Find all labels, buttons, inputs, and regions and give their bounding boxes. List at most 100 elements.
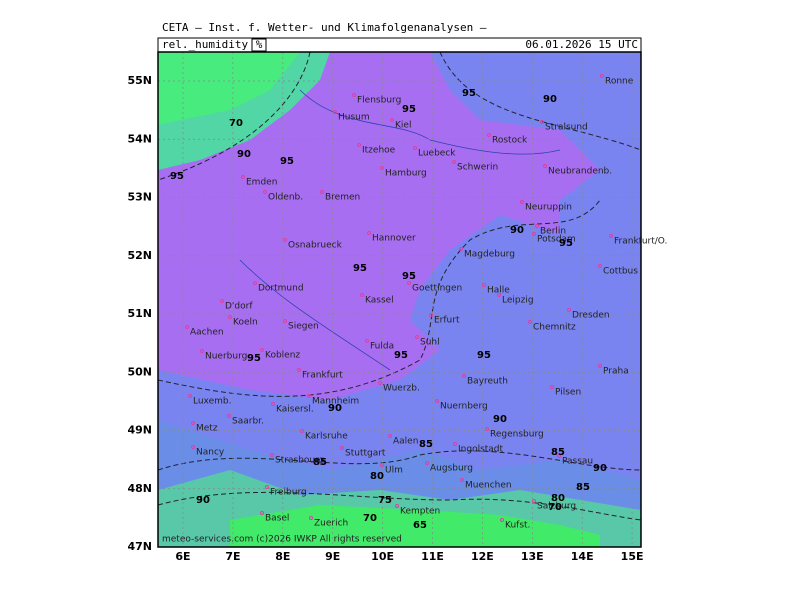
city-label: Ingolstadt (458, 445, 504, 455)
contour-label: 95 (247, 353, 261, 364)
city-label: Praha (603, 367, 629, 377)
city-dot (497, 293, 501, 297)
contour-label: 70 (363, 513, 377, 524)
city-dot (365, 339, 369, 343)
city-dot (309, 516, 313, 520)
city-label: Strasbourg (275, 456, 324, 466)
city-label: Husum (338, 113, 370, 123)
city-label: Neuruppin (525, 203, 572, 213)
city-label: Nuernberg (440, 402, 488, 412)
city-label: Berlin (540, 227, 566, 237)
city-dot (535, 224, 539, 228)
contour-label: 95 (559, 238, 573, 249)
city-dot (191, 421, 195, 425)
contour-label: 95 (170, 171, 184, 182)
city-label: Saarbr. (232, 417, 264, 427)
city-dot (532, 499, 536, 503)
city-label: Pilsen (555, 388, 581, 398)
city-label: Kaisersl. (276, 405, 314, 415)
city-label: Koblenz (265, 351, 300, 361)
city-label: Passau (562, 457, 593, 467)
city-label: Suhl (420, 338, 440, 348)
city-dot (482, 283, 486, 287)
footer: meteo-services.com (c)2026 IWKP All righ… (162, 535, 402, 545)
city-dot (188, 394, 192, 398)
city-dot (550, 385, 554, 389)
city-label: Itzehoe (362, 146, 396, 156)
lon-tick-label: 14E (571, 550, 594, 563)
map-field (158, 52, 641, 547)
field-green-south (230, 505, 600, 547)
lat-tick-label: 52N (127, 249, 152, 262)
contour-label: 95 (280, 156, 294, 167)
city-label: D'dorf (225, 302, 253, 312)
city-dot (500, 518, 504, 522)
city-dot (567, 308, 571, 312)
city-label: Wuerzb. (383, 384, 420, 394)
city-dot (357, 143, 361, 147)
city-label: Stralsund (545, 123, 588, 133)
city-dot (320, 190, 324, 194)
city-label: Bremen (325, 193, 360, 203)
contour-label: 80 (370, 471, 384, 482)
city-dot (265, 485, 269, 489)
city-dot (557, 454, 561, 458)
city-dot (609, 234, 613, 238)
city-label: Rostock (492, 136, 528, 146)
city-label: Metz (196, 424, 218, 434)
contour-label: 90 (510, 225, 524, 236)
city-dot (263, 190, 267, 194)
city-dot (283, 238, 287, 242)
contour-label: 70 (229, 118, 243, 129)
lat-tick-label: 55N (127, 74, 152, 87)
field-name: rel._humidity (162, 38, 248, 51)
city-dot (459, 247, 463, 251)
city-dot (200, 349, 204, 353)
contour-label: 65 (413, 520, 427, 531)
city-label: Kassel (365, 296, 394, 306)
city-label: Emden (246, 178, 277, 188)
city-dot (453, 442, 457, 446)
city-dot (452, 160, 456, 164)
city-dot (485, 427, 489, 431)
field-green (158, 52, 300, 125)
unit: % (256, 38, 263, 51)
city-dot (352, 93, 356, 97)
city-dot (271, 402, 275, 406)
city-label: Stuttgart (345, 449, 386, 459)
city-dot (297, 368, 301, 372)
lon-tick-label: 12E (471, 550, 494, 563)
city-label: Osnabrueck (288, 241, 343, 251)
coastline-border (239, 89, 561, 371)
city-label: Halle (487, 286, 510, 296)
city-label: Augsburg (430, 464, 473, 474)
lon-tick-label: 11E (421, 550, 444, 563)
city-label: Dortmund (258, 284, 304, 294)
city-dot (191, 445, 195, 449)
unit-box (251, 38, 267, 52)
city-label: Erfurt (434, 316, 460, 326)
lat-tick-label: 53N (127, 191, 152, 204)
city-dot (360, 293, 364, 297)
city-dot (487, 133, 491, 137)
lon-tick-label: 13E (521, 550, 544, 563)
contour-label: 95 (402, 271, 416, 282)
city-label: Mannheim (312, 397, 359, 407)
lat-tick-label: 50N (127, 365, 152, 378)
lat-tick-label: 47N (127, 540, 152, 553)
city-label: Neubrandenb. (548, 167, 612, 177)
city-label: Siegen (288, 322, 319, 332)
city-dot (220, 299, 224, 303)
contour (158, 450, 641, 521)
city-dot (283, 319, 287, 323)
city-dot (185, 325, 189, 329)
city-label: Frankfurt (302, 371, 343, 381)
city-label: Kufst. (505, 521, 530, 531)
city-dot (395, 504, 399, 508)
city-dot (260, 348, 264, 352)
contour-label: 95 (477, 350, 491, 361)
city-dot (390, 118, 394, 122)
contour-label: 90 (593, 463, 607, 474)
field-blue (158, 52, 641, 547)
